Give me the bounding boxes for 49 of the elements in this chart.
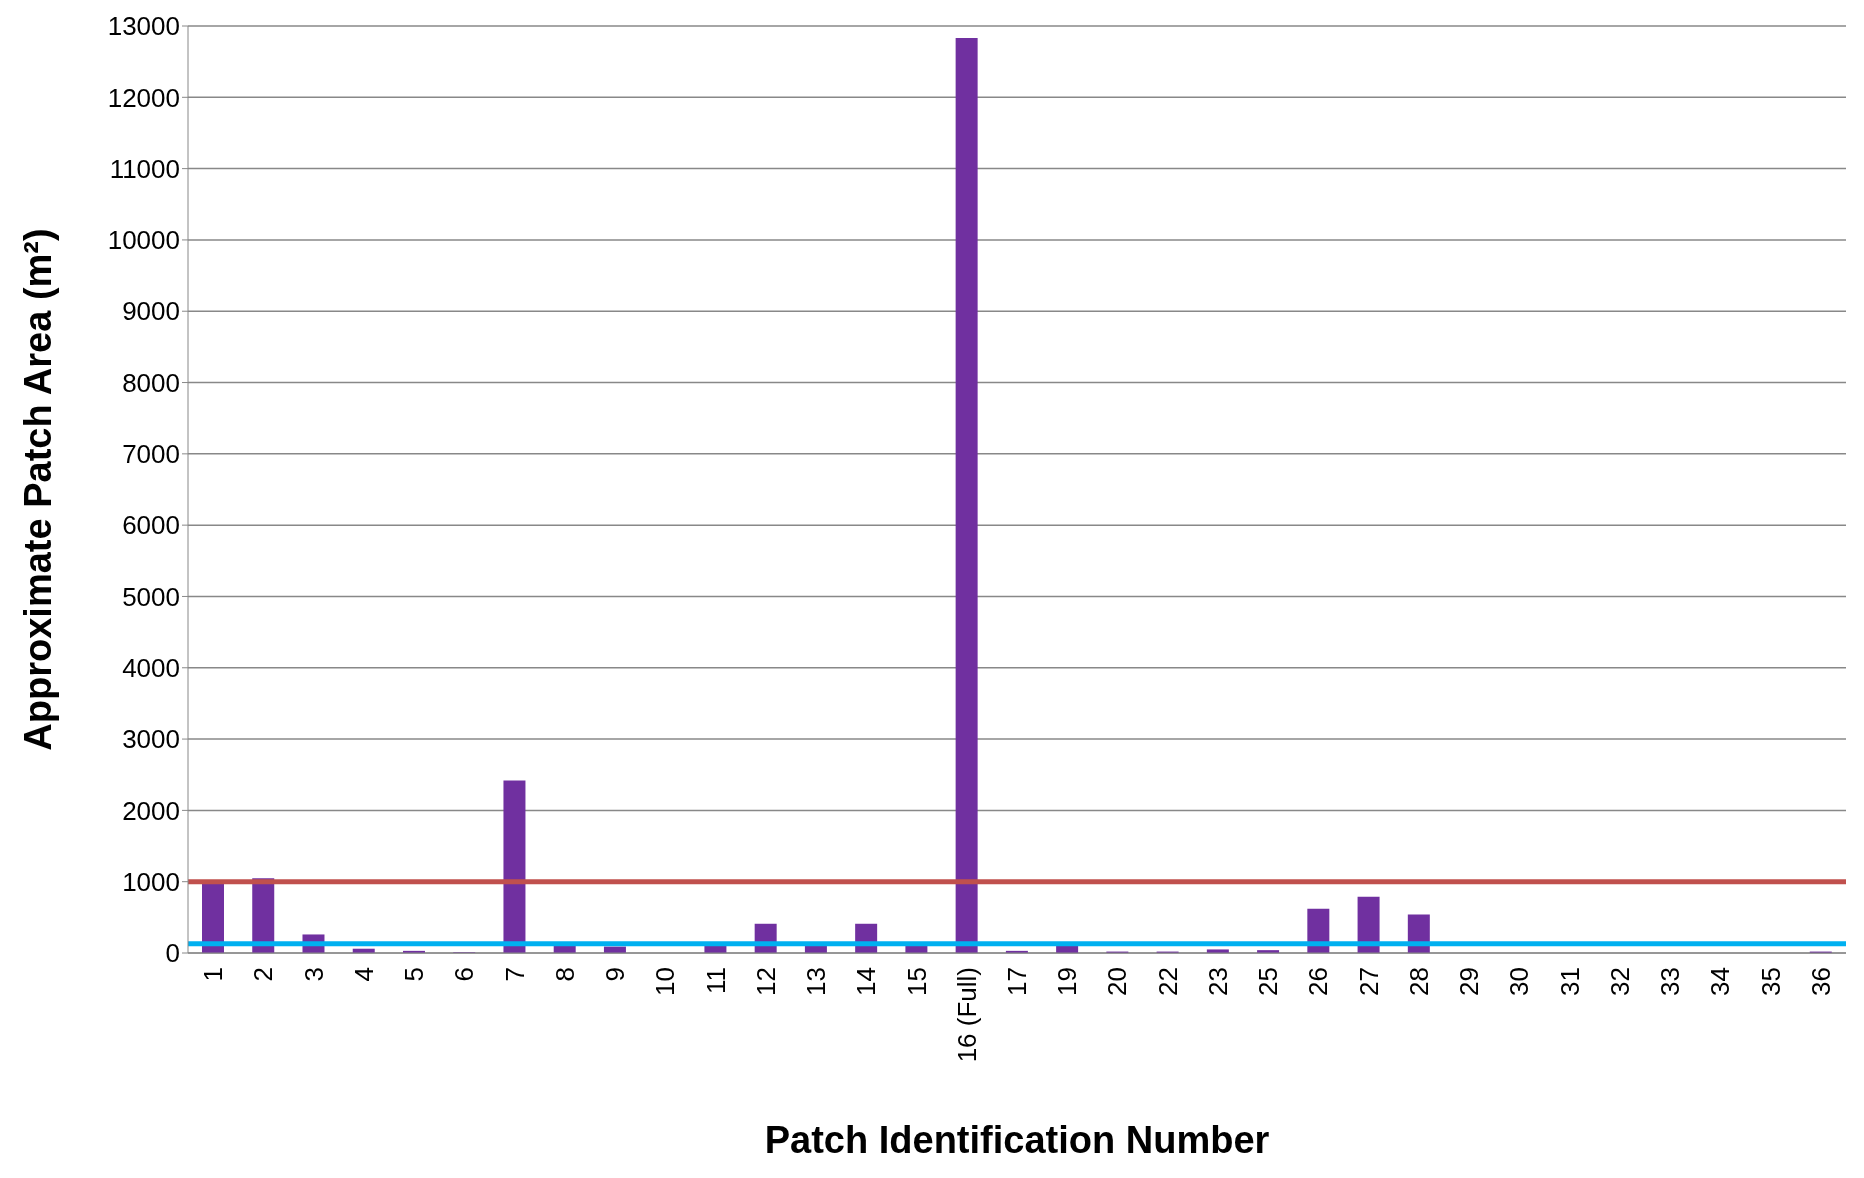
y-tick-label: 4000	[122, 653, 180, 683]
y-tick-label: 1000	[122, 866, 180, 897]
x-tick-label: 34	[1705, 967, 1736, 996]
x-tick-label: 19	[1052, 967, 1083, 996]
x-tick-label: 1	[198, 967, 229, 982]
x-tick-label: 12	[750, 967, 781, 996]
y-tick-label: 0	[165, 938, 180, 969]
x-tick-label: 15	[901, 967, 932, 996]
x-tick-label: 28	[1403, 967, 1434, 996]
x-tick-label: 4	[348, 967, 379, 982]
y-tick-label: 8000	[122, 367, 180, 398]
x-tick-label: 32	[1604, 967, 1635, 996]
y-tick-label: 13000	[107, 11, 180, 42]
y-tick-label: 6000	[122, 510, 180, 541]
x-tick-label: 11	[700, 967, 731, 994]
x-tick-label: 27	[1353, 967, 1384, 996]
x-tick-label: 17	[1002, 967, 1032, 996]
x-tick-label: 8	[549, 967, 580, 982]
y-tick-label: 12000	[107, 82, 180, 113]
x-tick-label: 23	[1202, 967, 1233, 996]
x-tick-label: 20	[1102, 967, 1133, 996]
x-tick-label: 36	[1805, 967, 1836, 996]
x-tick-label: 29	[1454, 967, 1485, 996]
x-tick-label: 22	[1152, 967, 1183, 996]
x-tick-label: 26	[1303, 967, 1334, 996]
x-tick-label: 9	[600, 967, 631, 982]
x-tick-label: 6	[449, 967, 480, 982]
x-tick-label: 10	[650, 967, 681, 996]
x-tick-label: 30	[1504, 967, 1535, 996]
y-tick-label: 9000	[122, 296, 180, 327]
x-tick-label: 3	[298, 967, 329, 982]
y-axis-title: Approximate Patch Area (m²)	[17, 228, 60, 751]
x-tick-label: 35	[1755, 967, 1786, 996]
x-axis-title: Patch Identification Number	[764, 1119, 1270, 1161]
x-tick-label: 14	[851, 967, 882, 996]
y-tick-label: 11000	[109, 153, 180, 184]
x-tick-label: 5	[399, 967, 430, 982]
y-tick-label: 10000	[107, 225, 180, 256]
y-tick-label: 2000	[122, 795, 180, 826]
y-tick-label: 3000	[122, 724, 180, 755]
x-tick-label: 16 (Full)	[951, 967, 982, 1063]
y-tick-label: 7000	[122, 439, 180, 470]
x-tick-label: 7	[499, 967, 530, 982]
x-tick-label: 31	[1554, 967, 1585, 996]
x-tick-label: 2	[248, 967, 279, 982]
x-tick-label: 25	[1253, 967, 1284, 996]
x-tick-label: 13	[801, 967, 832, 996]
y-tick-label: 5000	[122, 581, 180, 612]
x-tick-label: 33	[1655, 967, 1686, 996]
